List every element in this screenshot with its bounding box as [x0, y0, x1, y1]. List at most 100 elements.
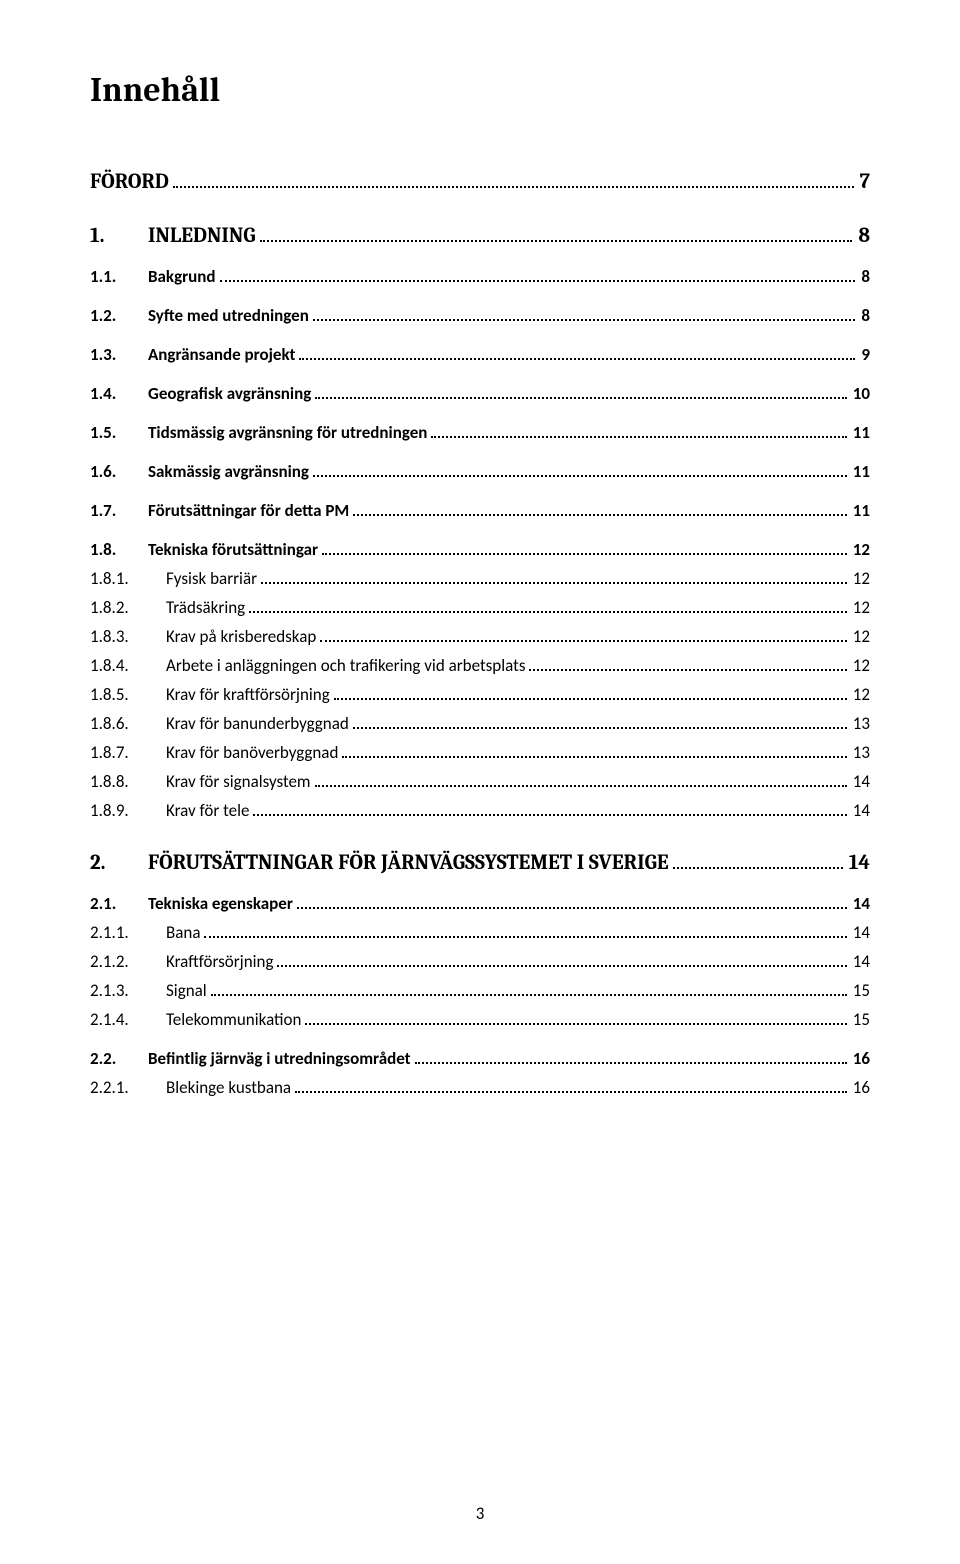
toc-title[interactable]: Trädsäkring — [166, 597, 245, 618]
toc-title[interactable]: Kraftförsörjning — [166, 951, 273, 972]
toc-leader — [322, 541, 847, 555]
toc-title[interactable]: Tekniska förutsättningar — [148, 539, 318, 560]
toc-title[interactable]: Arbete i anläggningen och trafikering vi… — [166, 655, 525, 676]
toc-number: 1.4. — [90, 383, 148, 404]
toc-number: 2.2.1. — [90, 1077, 166, 1098]
toc-page: 9 — [859, 344, 870, 365]
toc-leader — [353, 502, 846, 516]
toc-number: 2.1.3. — [90, 980, 166, 1001]
toc-page: 14 — [851, 893, 870, 914]
toc-number: 1.2. — [90, 305, 148, 326]
toc-title[interactable]: Geografisk avgränsning — [148, 383, 311, 404]
toc-entry: 1.4. Geografisk avgränsning 10 — [90, 383, 870, 404]
toc-entry: 2.1.3. Signal 15 — [90, 980, 870, 1001]
toc-page: 12 — [851, 626, 870, 647]
toc-number: 2.1.1. — [90, 922, 166, 943]
toc-entry: 1.6. Sakmässig avgränsning 11 — [90, 461, 870, 482]
toc-leader — [315, 385, 846, 399]
toc-title[interactable]: Krav för banöverbyggnad — [166, 742, 338, 763]
toc-leader — [334, 686, 847, 700]
toc-number: 2.1.4. — [90, 1009, 166, 1030]
toc-number: 1.3. — [90, 344, 148, 365]
toc-title[interactable]: Krav för tele — [166, 800, 249, 821]
toc-title[interactable]: INLEDNING — [148, 224, 256, 248]
document-page: Innehåll FÖRORD 7 1. INLEDNING 8 1.1. Ba… — [0, 0, 960, 1564]
toc-title[interactable]: Tidsmässig avgränsning för utredningen — [148, 422, 427, 443]
toc-entry: 1.8.2. Trädsäkring 12 — [90, 597, 870, 618]
toc-title[interactable]: Signal — [166, 980, 207, 1001]
toc-page: 12 — [851, 539, 870, 560]
toc-entry: 1.8.1. Fysisk barriär 12 — [90, 568, 870, 589]
toc-number: 1. — [90, 224, 148, 248]
toc-entry: 1.8.3. Krav på krisberedskap 12 — [90, 626, 870, 647]
toc-leader — [353, 715, 847, 729]
toc-entry: 1.5. Tidsmässig avgränsning för utrednin… — [90, 422, 870, 443]
toc-number: 1.8.9. — [90, 800, 166, 821]
toc-title[interactable]: Syfte med utredningen — [148, 305, 309, 326]
toc-title[interactable]: Förutsättningar för detta PM — [148, 500, 349, 521]
toc-page: 14 — [847, 851, 870, 875]
toc-title[interactable]: Blekinge kustbana — [166, 1077, 291, 1098]
toc-number: 1.8.4. — [90, 655, 166, 676]
toc-number: 1.8. — [90, 539, 148, 560]
toc-page: 16 — [851, 1077, 870, 1098]
toc-entry: 1. INLEDNING 8 — [90, 224, 870, 248]
toc-title[interactable]: Bana — [166, 922, 200, 943]
toc-page: 8 — [859, 266, 870, 287]
toc-entry: FÖRORD 7 — [90, 170, 870, 194]
toc-entry: 1.1. Bakgrund 8 — [90, 266, 870, 287]
toc-title[interactable]: Krav för signalsystem — [166, 771, 311, 792]
toc-page: 14 — [851, 951, 870, 972]
toc-title[interactable]: FÖRUTSÄTTNINGAR FÖR JÄRNVÄGSSYSTEMET I S… — [148, 851, 669, 875]
toc-entry: 2.1.1. Bana 14 — [90, 922, 870, 943]
toc-title[interactable]: Befintlig järnväg i utredningsområdet — [148, 1048, 411, 1069]
toc-number: 2. — [90, 851, 148, 875]
toc-entry: 1.7. Förutsättningar för detta PM 11 — [90, 500, 870, 521]
toc-title[interactable]: Krav för kraftförsörjning — [166, 684, 330, 705]
toc-leader — [253, 802, 846, 816]
toc-entry: 2.1. Tekniska egenskaper 14 — [90, 893, 870, 914]
toc-number: 1.8.8. — [90, 771, 166, 792]
toc-title[interactable]: Krav på krisberedskap — [166, 626, 316, 647]
toc-title[interactable]: Bakgrund — [148, 266, 216, 287]
toc-leader — [320, 628, 846, 642]
toc-entry: 1.8.6. Krav för banunderbyggnad 13 — [90, 713, 870, 734]
toc-page: 12 — [851, 568, 870, 589]
toc-page: 12 — [851, 655, 870, 676]
toc-entry: 2.2.1. Blekinge kustbana 16 — [90, 1077, 870, 1098]
toc-entry: 1.3. Angränsande projekt 9 — [90, 344, 870, 365]
toc-leader — [431, 424, 846, 438]
toc-leader — [342, 744, 846, 758]
toc-number: 1.5. — [90, 422, 148, 443]
toc-title[interactable]: Angränsande projekt — [148, 344, 295, 365]
toc-page: 8 — [859, 305, 870, 326]
toc-title[interactable]: FÖRORD — [90, 170, 169, 194]
toc-entry: 2.1.4. Telekommunikation 15 — [90, 1009, 870, 1030]
toc-entry: 2.2. Befintlig järnväg i utredningsområd… — [90, 1048, 870, 1069]
toc-leader — [204, 924, 846, 938]
toc-page: 11 — [851, 422, 870, 443]
toc-title[interactable]: Tekniska egenskaper — [148, 893, 293, 914]
toc-title[interactable]: Fysisk barriär — [166, 568, 257, 589]
toc-page: 11 — [851, 500, 870, 521]
toc-title[interactable]: Telekommunikation — [166, 1009, 301, 1030]
toc-page: 15 — [851, 980, 870, 1001]
toc-number: 1.8.5. — [90, 684, 166, 705]
toc-leader — [220, 268, 856, 282]
toc-number: 1.8.6. — [90, 713, 166, 734]
toc-number: 2.2. — [90, 1048, 148, 1069]
toc-entry: 1.2. Syfte med utredningen 8 — [90, 305, 870, 326]
toc-title[interactable]: Krav för banunderbyggnad — [166, 713, 349, 734]
toc-leader — [529, 657, 846, 671]
toc-entry: 1.8.4. Arbete i anläggningen och trafike… — [90, 655, 870, 676]
toc-page: 14 — [851, 922, 870, 943]
table-of-contents: FÖRORD 7 1. INLEDNING 8 1.1. Bakgrund 8 … — [90, 170, 870, 1098]
toc-leader — [295, 1079, 847, 1093]
toc-page: 13 — [851, 713, 870, 734]
toc-number: 1.8.3. — [90, 626, 166, 647]
toc-page: 16 — [851, 1048, 870, 1069]
toc-entry: 2. FÖRUTSÄTTNINGAR FÖR JÄRNVÄGSSYSTEMET … — [90, 851, 870, 875]
toc-title[interactable]: Sakmässig avgränsning — [148, 461, 309, 482]
page-number: 3 — [0, 1503, 960, 1524]
toc-number: 2.1.2. — [90, 951, 166, 972]
